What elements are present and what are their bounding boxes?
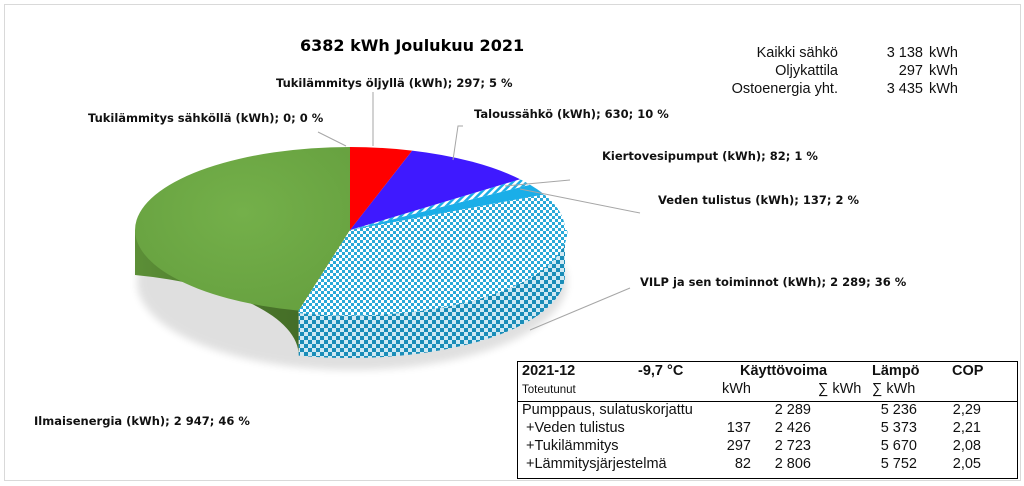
label-tukilammitys-sahkolla: Tukilämmitys sähköllä (kWh); 0; 0 % xyxy=(88,111,324,125)
summary-row: Kaikki sähkö 3 138 kWh xyxy=(756,45,958,61)
table-divider xyxy=(518,401,1017,402)
table-row: +Lämmitysjärjestelmä 82 2 806 5 752 2,05 xyxy=(526,456,981,472)
slice-kiertovesipumput[interactable] xyxy=(350,179,531,230)
table-row: +Tukilämmitys 297 2 723 5 670 2,08 xyxy=(526,438,981,454)
label-ilmaisenergia: Ilmaisenergia (kWh); 2 947; 46 % xyxy=(34,414,250,428)
energy-summary: Kaikki sähkö 3 138 kWh Oljykattila 297 k… xyxy=(700,44,979,98)
slice-ilmaisenergia[interactable] xyxy=(135,147,350,311)
slice-tukilammitys-oljylla[interactable] xyxy=(350,147,413,230)
label-vilp: VILP ja sen toiminnot (kWh); 2 289; 36 % xyxy=(640,275,907,289)
column-header-lampo: Lämpö xyxy=(872,363,920,379)
slice-side-vilp[interactable] xyxy=(298,230,565,358)
slice-taloussahko[interactable] xyxy=(350,150,521,230)
label-tukilammitys-oljylla: Tukilämmitys öljyllä (kWh); 297; 5 % xyxy=(276,76,513,90)
summary-row: Ostoenergia yht. 3 435 kWh xyxy=(731,81,958,97)
slice-vilp[interactable] xyxy=(298,194,565,313)
leader-lines xyxy=(317,92,641,331)
table-row: +Veden tulistus 137 2 426 5 373 2,21 xyxy=(526,420,981,436)
label-taloussahko: Taloussähkö (kWh); 630; 10 % xyxy=(474,107,669,121)
label-veden-tulistus: Veden tulistus (kWh); 137; 2 % xyxy=(658,193,860,207)
table-temperature: -9,7 °C xyxy=(638,363,684,379)
column-header-kayttovoima: Käyttövoima xyxy=(740,363,828,379)
chart-title: 6382 kWh Joulukuu 2021 xyxy=(300,36,525,55)
column-header-cop: COP xyxy=(952,363,984,379)
label-kiertovesipumput: Kiertovesipumput (kWh); 82; 1 % xyxy=(602,149,818,163)
table-row: Pumppaus, sulatuskorjattu 2 289 5 236 2,… xyxy=(522,402,981,418)
slice-veden-tulistus[interactable] xyxy=(350,184,545,230)
table-subheader-row: Toteutunut kWh ∑ kWh ∑ kWh xyxy=(522,381,916,397)
table-period: 2021-12 xyxy=(522,363,576,379)
cop-table: 2021-12 -9,7 °C Käyttövoima Lämpö COP To… xyxy=(517,361,1018,479)
summary-row: Oljykattila 297 kWh xyxy=(775,63,958,79)
table-header-row: 2021-12 -9,7 °C Käyttövoima Lämpö COP xyxy=(518,363,1017,381)
